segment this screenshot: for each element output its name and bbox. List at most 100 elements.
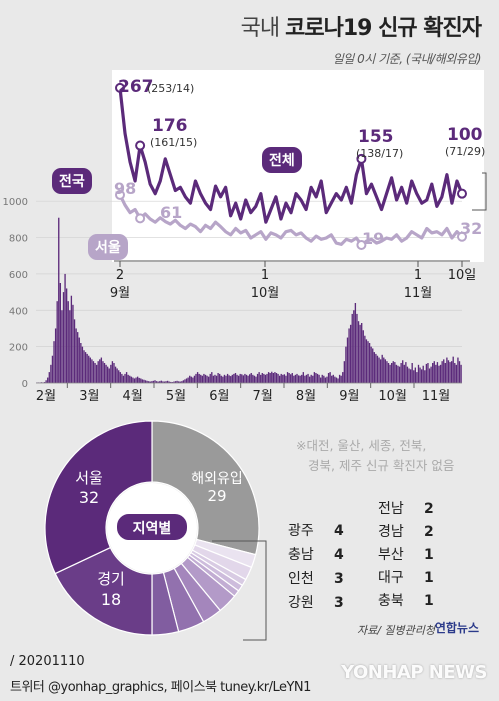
- bar-237: [409, 369, 412, 383]
- bar-39: [97, 361, 99, 383]
- bar-64: [136, 376, 139, 383]
- bar-227: [394, 362, 396, 383]
- bar-259: [444, 363, 446, 383]
- bar-108: [206, 375, 208, 383]
- bar-116: [219, 373, 221, 383]
- bar-81: [163, 381, 166, 383]
- title-main: 코로나19 신규 확진자: [285, 16, 482, 41]
- bar-210: [367, 341, 369, 383]
- bar-33: [88, 355, 90, 383]
- bar-242: [417, 364, 420, 383]
- bar-175: [312, 375, 314, 383]
- bar-264: [452, 356, 454, 383]
- bar-44: [105, 364, 107, 383]
- pie-center-label: 지역별: [133, 520, 172, 537]
- bar-260: [446, 357, 448, 383]
- region-name: 강원: [288, 595, 314, 611]
- bar-265: [454, 363, 456, 383]
- bar-156: [282, 374, 284, 383]
- bar-249: [428, 368, 431, 383]
- bar-253: [435, 364, 437, 383]
- bar-63: [135, 377, 137, 383]
- bar-34: [89, 357, 91, 383]
- source-text: 자료/ 질병관리청: [356, 624, 435, 637]
- bar-82: [165, 381, 167, 383]
- region-left-0: 광주 4: [288, 520, 344, 540]
- bar-86: [171, 382, 174, 383]
- region-name: 인천: [288, 571, 314, 587]
- total-detail-1: (161/15): [150, 136, 197, 149]
- bar-199: [349, 324, 352, 383]
- line-series-1: [118, 194, 464, 247]
- bar-9: [50, 364, 52, 383]
- bar-36: [92, 361, 95, 383]
- bar-189: [334, 376, 336, 383]
- line-x-day-1: 1: [261, 268, 269, 283]
- bar-173: [308, 376, 311, 383]
- bar-226: [392, 361, 394, 383]
- bar-130: [241, 374, 243, 383]
- region-value: 4: [334, 523, 344, 539]
- bar-y-tick-0: 1000: [3, 197, 28, 208]
- bar-168: [301, 374, 303, 383]
- bar-251: [432, 363, 434, 383]
- bar-142: [260, 374, 262, 383]
- bar-38: [95, 364, 98, 383]
- pie-label-gyeonggi-value: 18: [101, 590, 121, 609]
- bar-105: [201, 375, 204, 383]
- bar-5: [43, 382, 46, 383]
- bar-107: [204, 374, 207, 383]
- line-x-day-2: 1: [414, 268, 422, 283]
- bar-month-label-8: 10월: [378, 389, 407, 404]
- bar-113: [214, 374, 216, 383]
- region-name: 경남: [378, 524, 404, 540]
- bar-136: [250, 373, 252, 383]
- seoul-tag: 서울: [88, 234, 128, 260]
- region-name: 충북: [378, 593, 404, 609]
- bar-61: [132, 377, 134, 383]
- region-right-3: 대구 1: [378, 567, 434, 587]
- bar-91: [179, 381, 181, 383]
- region-right-1: 경남 2: [378, 521, 434, 541]
- bar-187: [331, 375, 333, 383]
- region-right-0: 전남 2: [378, 498, 434, 518]
- bar-month-label-1: 3월: [79, 389, 99, 404]
- page-title: 국내 코로나19 신규 확진자: [241, 10, 482, 42]
- bar-30: [83, 350, 85, 383]
- pie-slice-11: [44, 420, 153, 575]
- bar-167: [299, 375, 301, 383]
- bar-183: [324, 377, 327, 383]
- social-text: 트위터 @yonhap_graphics, 페이스북 tuney.kr/LeYN…: [10, 680, 311, 695]
- bar-104: [200, 374, 202, 383]
- bar-72: [149, 381, 151, 383]
- bar-48: [111, 361, 114, 383]
- bar-261: [447, 360, 450, 383]
- bar-151: [274, 372, 276, 383]
- bar-58: [127, 374, 129, 383]
- bar-228: [395, 364, 398, 383]
- bar-257: [441, 361, 443, 383]
- bar-124: [231, 374, 233, 383]
- bar-102: [196, 372, 199, 383]
- bar-90: [178, 381, 180, 383]
- total-detail-0: (253/14): [147, 82, 194, 95]
- bar-74: [152, 380, 155, 383]
- bar-42: [102, 361, 104, 383]
- bar-20: [67, 301, 69, 383]
- bar-247: [425, 363, 428, 383]
- bar-155: [280, 373, 282, 383]
- bar-40: [99, 359, 101, 383]
- bar-174: [310, 374, 312, 383]
- bar-15: [59, 283, 62, 383]
- line-point-0-3: [457, 188, 467, 199]
- bar-219: [381, 354, 383, 383]
- bar-26: [77, 332, 79, 383]
- bar-248: [427, 363, 429, 383]
- bar-250: [430, 366, 432, 383]
- bar-66: [140, 378, 142, 383]
- bar-56: [124, 373, 126, 383]
- bar-103: [198, 373, 200, 383]
- bar-221: [384, 359, 387, 383]
- bar-47: [110, 364, 112, 383]
- bar-127: [236, 374, 238, 383]
